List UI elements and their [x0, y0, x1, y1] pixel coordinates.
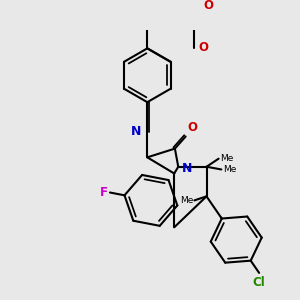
- Text: N: N: [131, 125, 141, 138]
- Text: O: O: [187, 121, 197, 134]
- Text: Me: Me: [223, 165, 236, 174]
- Text: Me: Me: [220, 154, 233, 163]
- Text: O: O: [198, 40, 208, 53]
- Text: F: F: [100, 186, 108, 199]
- Text: N: N: [182, 162, 192, 175]
- Text: Cl: Cl: [253, 276, 266, 289]
- Text: O: O: [203, 0, 213, 12]
- Text: Me: Me: [180, 196, 193, 205]
